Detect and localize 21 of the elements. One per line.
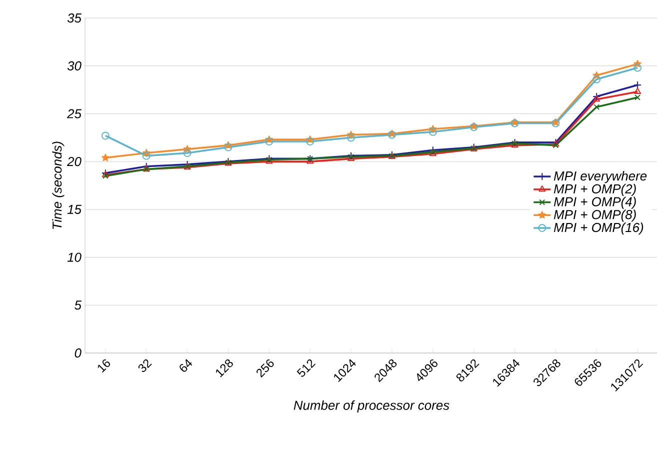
legend-label: MPI everywhere xyxy=(554,171,647,184)
x-axis-title: Number of processor cores xyxy=(294,400,450,412)
y-axis-title: Time (seconds) xyxy=(52,142,64,229)
y-tick-label: 10 xyxy=(67,252,82,262)
y-tick-label: 20 xyxy=(66,156,82,166)
x-tick-label: 128 xyxy=(216,359,233,378)
y-tick-label: 15 xyxy=(67,204,82,214)
legend-label: MPI + OMP(16) xyxy=(554,222,644,235)
x-tick-label: 16 xyxy=(98,359,110,373)
x-tick-label: 32 xyxy=(138,359,152,372)
y-tick-label: 30 xyxy=(67,61,82,70)
x-tick-label: 512 xyxy=(296,359,316,377)
legend-label: MPI + OMP(2) xyxy=(554,184,636,196)
x-tick-label: 256 xyxy=(256,359,274,378)
y-tick-label: 35 xyxy=(67,13,82,23)
y-tick-label: 5 xyxy=(74,300,82,310)
y-tick-label: 25 xyxy=(66,109,82,118)
legend-label: MPI + OMP(4) xyxy=(554,196,636,209)
x-tick-label: 64 xyxy=(180,359,192,372)
y-tick-label: 0 xyxy=(74,348,82,358)
legend-label: MPI + OMP(8) xyxy=(554,210,636,222)
